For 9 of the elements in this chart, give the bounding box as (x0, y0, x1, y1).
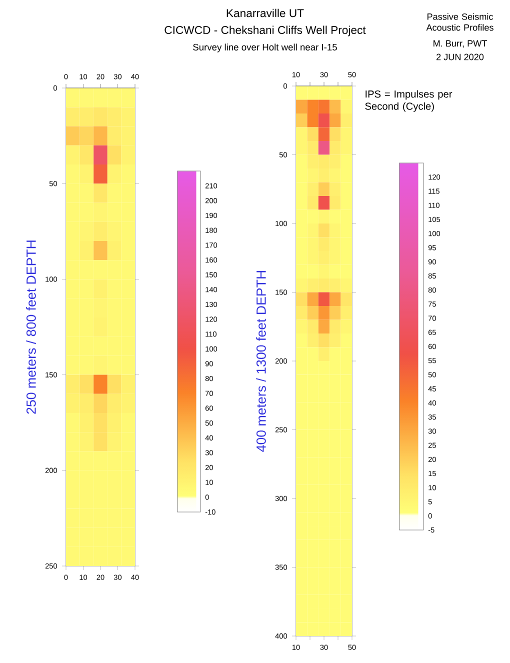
text: Survey line over Holt well near I-15 (193, 44, 337, 52)
text: Passive Seismic Acoustic Profiles (426, 13, 494, 31)
chart-subtitle: CICWCD - Chekshani Cliffs Well Project (164, 26, 366, 36)
text: 2 JUN 2020 (436, 54, 484, 60)
text: M. Burr, PWT (434, 40, 487, 48)
y-axis-title: 250 meters / 800 feet DEPTH (26, 240, 36, 414)
chart-title: Kanarraville UT (226, 8, 304, 18)
y-axis-title: 400 meters / 1300 feet DEPTH (256, 270, 266, 452)
text: IPS = Impulses per Second (Cycle) (365, 90, 452, 112)
